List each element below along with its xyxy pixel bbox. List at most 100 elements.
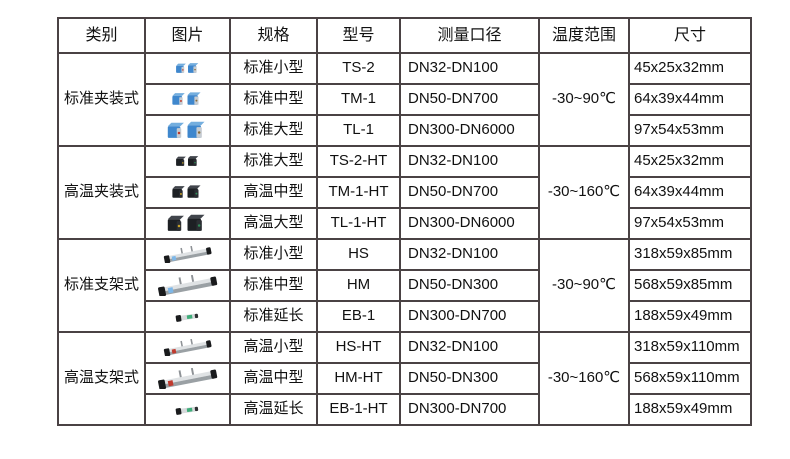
- diameter-cell: DN50-DN300: [399, 269, 540, 302]
- table-row: 高温延长 EB-1-HT DN300-DN700 188x59x49mm: [58, 393, 752, 426]
- column-header-spec: 规格: [229, 17, 318, 54]
- size-cell: 97x54x53mm: [628, 207, 752, 240]
- table-row: 高温夹装式 标准大型 TS-2-HT DN32-DN100 -30~160℃ 4…: [57, 145, 752, 240]
- diameter-cell: DN300-DN6000: [399, 114, 540, 147]
- diameter-cell: DN300-DN700: [399, 300, 540, 333]
- category-cell: 高温支架式: [57, 331, 146, 426]
- product-thumbnail: [147, 120, 228, 142]
- category-cell: 高温夹装式: [57, 145, 146, 240]
- size-cell: 188x59x49mm: [628, 393, 752, 426]
- size-cell: 318x59x85mm: [628, 238, 752, 271]
- picture-cell: [144, 145, 231, 178]
- category-cell: 标准支架式: [57, 238, 146, 333]
- product-thumbnail: [147, 338, 228, 357]
- table-row: 标准夹装式 标准小型 TS-2 DN32-DN100 -30~90℃ 45x25…: [57, 52, 752, 147]
- picture-cell: [144, 362, 231, 395]
- spec-cell: 高温大型: [229, 207, 318, 240]
- product-thumbnail: [147, 404, 228, 416]
- model-cell: TL-1: [316, 114, 401, 147]
- table-row: 标准大型 TL-1 DN300-DN6000 97x54x53mm: [58, 114, 752, 147]
- diameter-cell: DN50-DN700: [399, 83, 540, 116]
- model-cell: TM-1-HT: [316, 176, 401, 209]
- spec-cell: 高温中型: [229, 176, 318, 209]
- diameter-cell: DN50-DN300: [399, 362, 540, 395]
- model-cell: TS-2-HT: [316, 145, 401, 178]
- picture-cell: [144, 300, 231, 333]
- spec-cell: 高温延长: [229, 393, 318, 426]
- product-thumbnail: [147, 155, 228, 168]
- temp-range-cell: -30~90℃: [538, 238, 630, 333]
- product-thumbnail: [147, 184, 228, 201]
- column-header-dimensions: 尺寸: [628, 17, 752, 54]
- spec-cell: 标准大型: [229, 145, 318, 178]
- size-cell: 45x25x32mm: [628, 145, 752, 178]
- product-thumbnail: [147, 91, 228, 108]
- table-row: 高温支架式 高温小型 HS-HT DN32-DN100 -30~160℃ 318…: [57, 331, 752, 426]
- model-cell: EB-1: [316, 300, 401, 333]
- picture-cell: [144, 393, 231, 426]
- column-header-category: 类别: [57, 17, 146, 54]
- picture-cell: [144, 83, 231, 116]
- size-cell: 568x59x85mm: [628, 269, 752, 302]
- model-cell: TM-1: [316, 83, 401, 116]
- spec-cell: 标准延长: [229, 300, 318, 333]
- product-thumbnail: [147, 62, 228, 75]
- category-cell: 标准夹装式: [57, 52, 146, 147]
- diameter-cell: DN50-DN700: [399, 176, 540, 209]
- diameter-cell: DN300-DN6000: [399, 207, 540, 240]
- table-row: 标准中型 HM DN50-DN300 568x59x85mm: [58, 269, 752, 302]
- picture-cell: [144, 114, 231, 147]
- spec-table: 类别 图片 规格 型号 测量口径 温度范围 尺寸 标准夹装式: [57, 17, 752, 426]
- temp-range-cell: -30~160℃: [538, 331, 630, 426]
- table-row: 标准支架式 标准小型 HS DN32-DN100 -30~90℃ 318x59x…: [57, 238, 752, 333]
- model-cell: HS: [316, 238, 401, 271]
- picture-cell: [144, 176, 231, 209]
- table-row: 标准中型 TM-1 DN50-DN700 64x39x44mm: [58, 83, 752, 116]
- product-thumbnail: [147, 311, 228, 323]
- product-thumbnail: [147, 274, 228, 297]
- diameter-cell: DN32-DN100: [399, 331, 540, 364]
- spec-cell: 高温小型: [229, 331, 318, 364]
- product-thumbnail: [147, 213, 228, 235]
- column-header-model: 型号: [316, 17, 401, 54]
- picture-cell: [144, 331, 231, 364]
- picture-cell: [144, 238, 231, 271]
- size-cell: 64x39x44mm: [628, 176, 752, 209]
- column-header-diameter: 测量口径: [399, 17, 540, 54]
- column-header-picture: 图片: [144, 17, 231, 54]
- picture-cell: [144, 52, 231, 85]
- product-thumbnail: [147, 245, 228, 264]
- model-cell: EB-1-HT: [316, 393, 401, 426]
- size-cell: 318x59x110mm: [628, 331, 752, 364]
- table-row: 高温中型 TM-1-HT DN50-DN700 64x39x44mm: [58, 176, 752, 209]
- picture-cell: [144, 207, 231, 240]
- model-cell: TL-1-HT: [316, 207, 401, 240]
- spec-cell: 标准中型: [229, 83, 318, 116]
- model-cell: TS-2: [316, 52, 401, 85]
- model-cell: HM: [316, 269, 401, 302]
- diameter-cell: DN300-DN700: [399, 393, 540, 426]
- table-row: 标准延长 EB-1 DN300-DN700 188x59x49mm: [58, 300, 752, 333]
- size-cell: 64x39x44mm: [628, 83, 752, 116]
- temp-range-cell: -30~90℃: [538, 52, 630, 147]
- diameter-cell: DN32-DN100: [399, 52, 540, 85]
- column-header-temp-range: 温度范围: [538, 17, 630, 54]
- diameter-cell: DN32-DN100: [399, 145, 540, 178]
- size-cell: 45x25x32mm: [628, 52, 752, 85]
- spec-cell: 高温中型: [229, 362, 318, 395]
- spec-cell: 标准小型: [229, 238, 318, 271]
- header-row: 类别 图片 规格 型号 测量口径 温度范围 尺寸: [57, 17, 752, 54]
- table-row: 高温中型 HM-HT DN50-DN300 568x59x110mm: [58, 362, 752, 395]
- spec-cell: 标准小型: [229, 52, 318, 85]
- table-row: 高温大型 TL-1-HT DN300-DN6000 97x54x53mm: [58, 207, 752, 240]
- product-spec-sheet: 类别 图片 规格 型号 测量口径 温度范围 尺寸 标准夹装式: [57, 17, 752, 426]
- temp-range-cell: -30~160℃: [538, 145, 630, 240]
- size-cell: 188x59x49mm: [628, 300, 752, 333]
- model-cell: HS-HT: [316, 331, 401, 364]
- spec-cell: 标准中型: [229, 269, 318, 302]
- diameter-cell: DN32-DN100: [399, 238, 540, 271]
- spec-cell: 标准大型: [229, 114, 318, 147]
- model-cell: HM-HT: [316, 362, 401, 395]
- picture-cell: [144, 269, 231, 302]
- size-cell: 568x59x110mm: [628, 362, 752, 395]
